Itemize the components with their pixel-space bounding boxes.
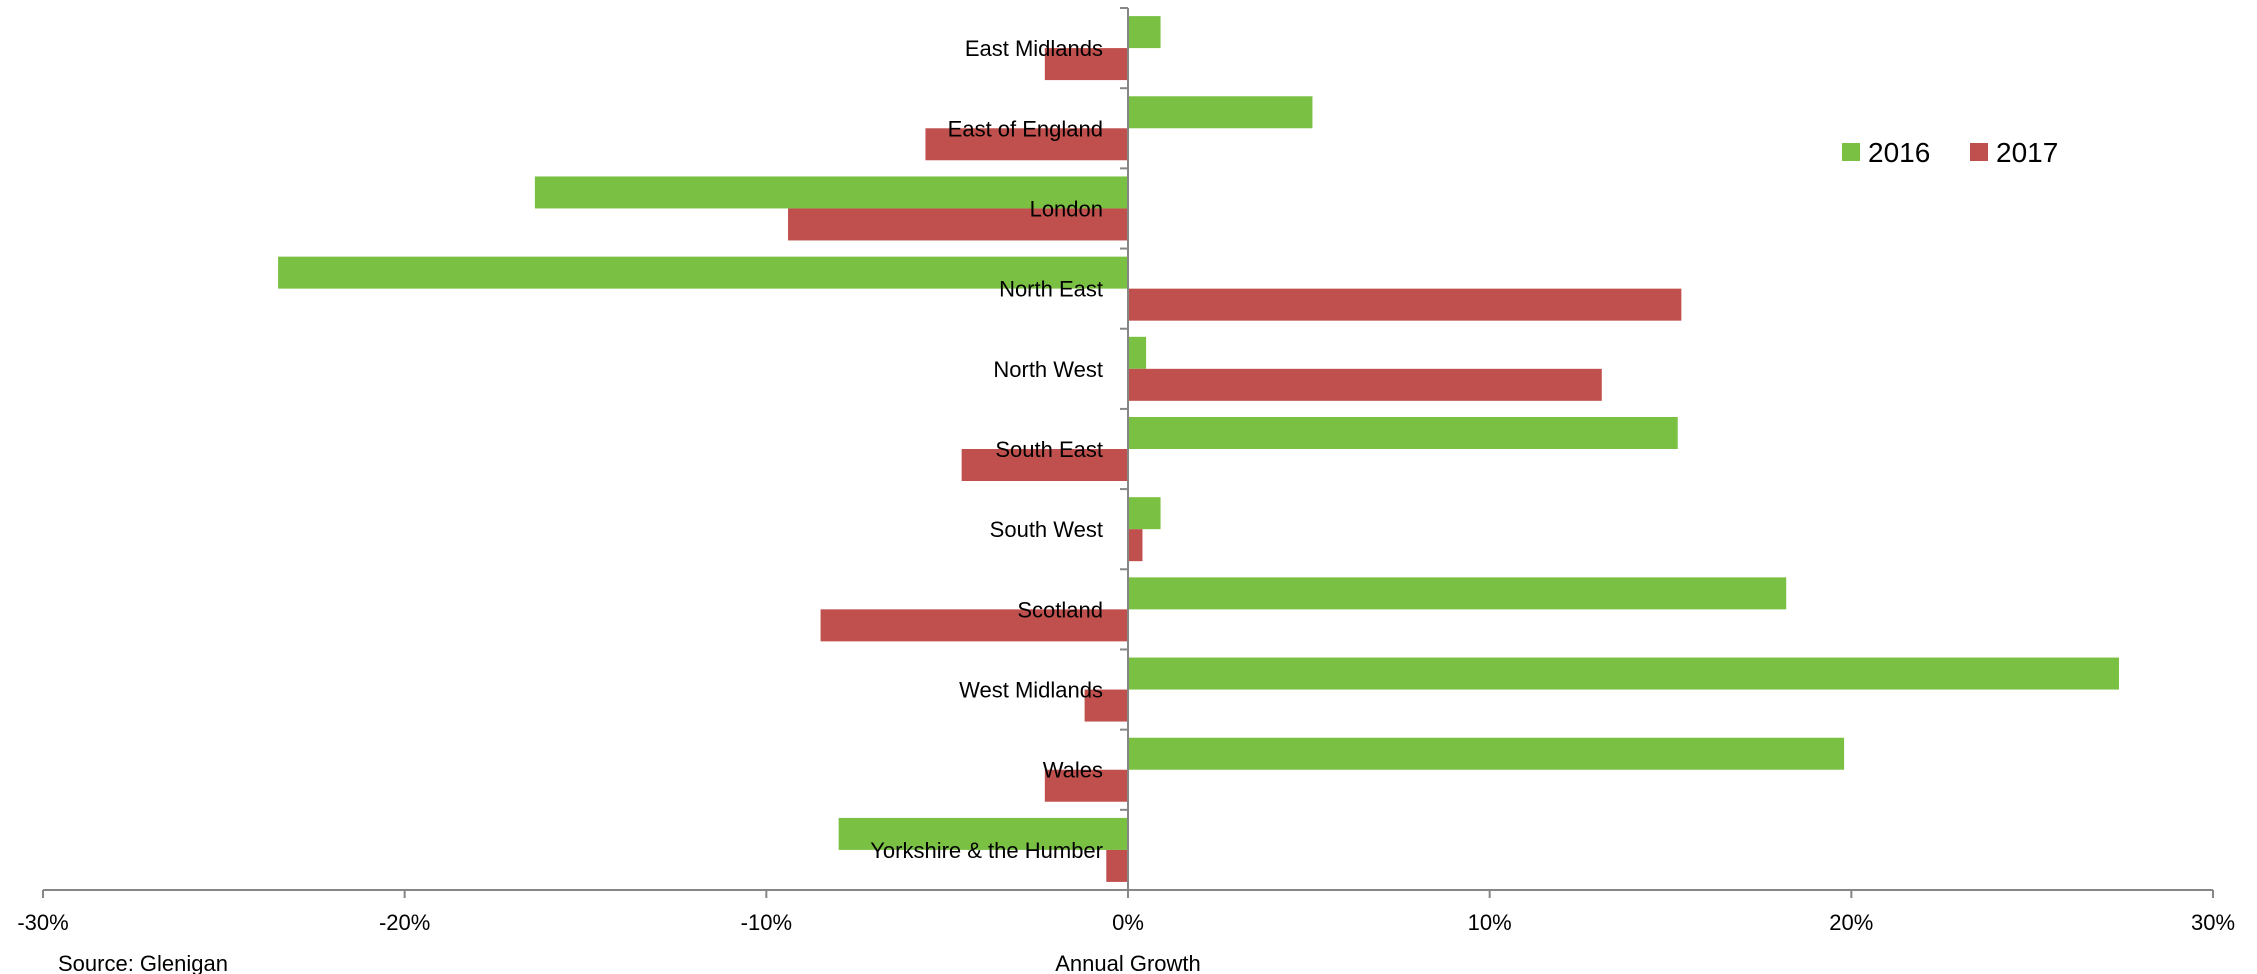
bar-2017-scotland <box>820 609 1128 642</box>
bar-2017-wales <box>1044 769 1128 802</box>
x-tick-label: 10% <box>1468 910 1512 935</box>
x-tick-label: 0% <box>1112 910 1144 935</box>
category-label: Yorkshire & the Humber <box>870 838 1103 863</box>
x-tick-label: 20% <box>1829 910 1873 935</box>
bar-2016-yorkshire-and-the-humber <box>838 817 1128 850</box>
x-tick-label: -30% <box>17 910 68 935</box>
category-label: South East <box>995 437 1103 462</box>
legend-swatch-2016 <box>1842 143 1860 161</box>
category-labels-group: East Midlands East of England London North … <box>870 36 1103 863</box>
axes-group: -30% -20% -10% 0% 10% 20% 30% <box>17 7 2235 935</box>
bar-2016-west-midlands <box>1128 657 2119 690</box>
bar-2016-east-of-england <box>1128 96 1313 129</box>
category-label: South West <box>990 517 1103 542</box>
bar-2017-london <box>788 208 1128 241</box>
legend-label-2017: 2017 <box>1996 137 2058 168</box>
category-label: East of England <box>948 116 1103 141</box>
bar-2017-west-midlands <box>1084 689 1128 722</box>
bar-2017-north-west <box>1128 368 1602 401</box>
bar-2016-north-west <box>1128 336 1147 369</box>
category-label: Scotland <box>1017 597 1103 622</box>
bar-2017-south-west <box>1128 529 1143 562</box>
bar-2016-wales <box>1128 737 1845 770</box>
bars-group <box>278 16 2119 882</box>
category-label: North East <box>999 277 1103 302</box>
source-note: Source: Glenigan <box>58 951 228 974</box>
category-label: North West <box>993 357 1103 382</box>
legend-swatch-2017 <box>1970 143 1988 161</box>
category-label: East Midlands <box>965 36 1103 61</box>
x-tick-label: -20% <box>379 910 430 935</box>
category-label: West Midlands <box>959 678 1103 703</box>
bar-2016-east-midlands <box>1128 16 1161 49</box>
bar-2017-south-east <box>961 449 1128 481</box>
legend-label-2016: 2016 <box>1868 137 1930 168</box>
bar-2017-yorkshire-and-the-humber <box>1106 849 1128 882</box>
bar-2017-north-east <box>1128 288 1682 321</box>
bar-2016-south-east <box>1128 417 1678 449</box>
x-tick-label: 30% <box>2191 910 2235 935</box>
category-label: Wales <box>1043 758 1103 783</box>
category-label: London <box>1030 196 1103 221</box>
x-axis-title: Annual Growth <box>1055 951 1201 974</box>
bar-2016-south-west <box>1128 497 1161 530</box>
bar-2016-london <box>534 176 1128 209</box>
bar-2017-east-of-england <box>925 128 1128 161</box>
bar-2016-scotland <box>1128 577 1787 610</box>
bar-2016-north-east <box>278 256 1129 289</box>
bar-2017-east-midlands <box>1044 48 1128 81</box>
legend: 2016 2017 <box>1842 137 2058 168</box>
x-tick-label: -10% <box>741 910 792 935</box>
